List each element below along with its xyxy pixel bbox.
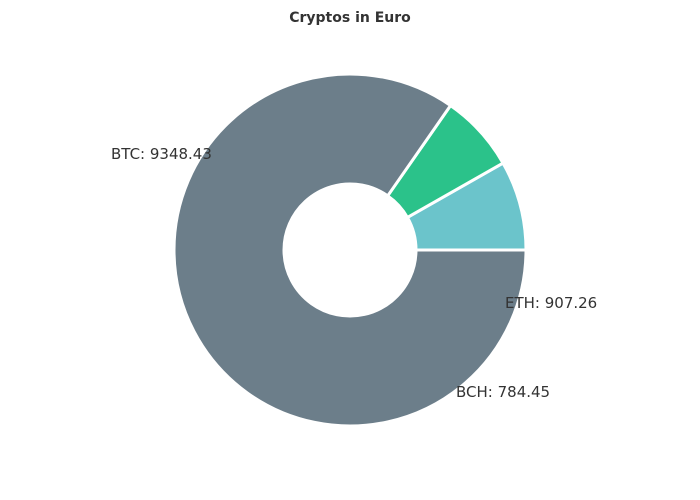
chart-title: Cryptos in Euro — [289, 10, 411, 26]
donut-slices — [172, 72, 528, 428]
slice-btc[interactable] — [172, 72, 528, 428]
slice-label-btc: BTC: 9348.43 — [111, 145, 212, 163]
slice-label-bch: BCH: 784.45 — [456, 383, 550, 401]
slice-label-eth: ETH: 907.26 — [505, 294, 597, 312]
slice-labels: ETH: 907.26 BCH: 784.45 BTC: 9348.43 — [111, 145, 597, 401]
